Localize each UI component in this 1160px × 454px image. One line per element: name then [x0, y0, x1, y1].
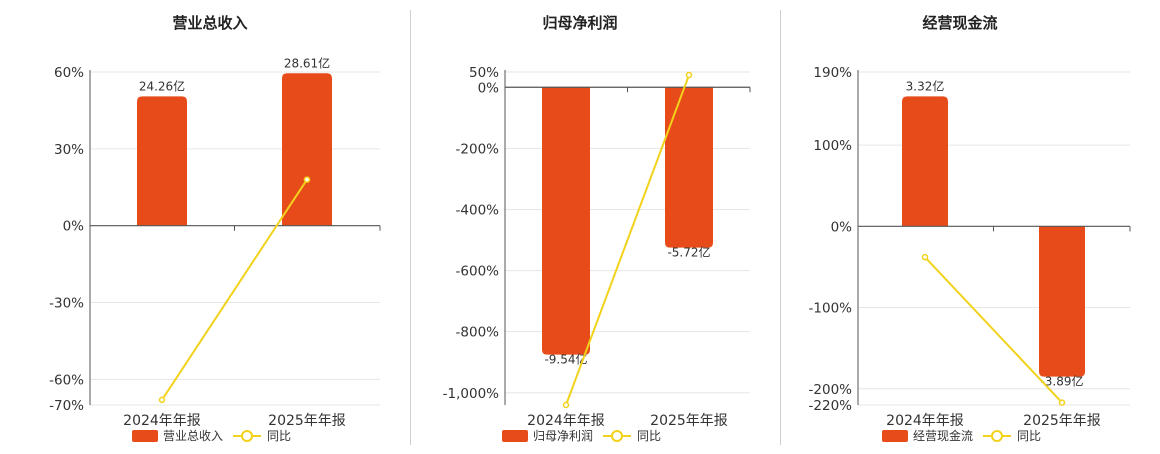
y-tick-label: -200%: [809, 382, 853, 398]
bar-value-label: 3.32亿: [906, 78, 945, 93]
x-category-label: 2025年年报: [650, 413, 728, 429]
legend-line-marker: [611, 430, 623, 442]
yoy-point: [685, 71, 693, 79]
y-tick-label: 100%: [813, 138, 852, 154]
chart-1: 营业总收入 60% 30% 0% -30% -60% -70% 24.26亿 28.61亿 202…: [49, 14, 381, 443]
yoy-point: [562, 401, 570, 409]
x-category-label: 2025年年报: [268, 413, 346, 429]
legend-line-marker: [241, 430, 253, 442]
legend-line-label: 同比: [267, 429, 291, 443]
bar-value-label: -5.72亿: [667, 245, 710, 260]
y-tick-label: -30%: [49, 296, 84, 312]
x-category-label: 2024年年报: [123, 413, 201, 429]
y-tick-label: 0%: [831, 219, 853, 235]
yoy-point: [158, 396, 166, 404]
chart-3: 经营现金流 190% 100% 0% -100% -200%-220% 3.32亿 -3.89…: [809, 14, 1131, 443]
yoy-line: [565, 74, 690, 406]
bar: [137, 96, 187, 226]
y-tick-label: -100%: [809, 301, 853, 317]
y-tick-label: 0%: [478, 80, 500, 96]
y-tick-label: -200%: [456, 141, 500, 157]
bar: [665, 87, 713, 248]
x-category-label: 2024年年报: [886, 413, 964, 429]
y-tick-label: -400%: [456, 202, 500, 218]
x-category-label: 2024年年报: [527, 413, 605, 429]
chart-title: 归母净利润: [542, 14, 617, 32]
y-tick-label: 190%: [813, 65, 852, 81]
y-tick-label: -60%: [49, 372, 84, 388]
y-tick-label: 50%: [469, 65, 499, 81]
legend-bar-swatch: [132, 430, 158, 442]
bar: [902, 96, 948, 227]
bar-value-label: 28.61亿: [284, 55, 330, 70]
panel-divider: [410, 10, 411, 445]
yoy-point: [1058, 399, 1066, 406]
legend-line-marker: [991, 430, 1003, 442]
y-tick-label: -1,000%: [443, 386, 500, 402]
y-tick-label: -70%: [49, 398, 84, 414]
legend-bar-label: 归母净利润: [533, 429, 593, 443]
legend-line-label: 同比: [637, 429, 661, 443]
y-tick-label: -600%: [456, 264, 500, 280]
bar-value-label: -3.89亿: [1040, 374, 1083, 389]
y-tick-label: -800%: [456, 325, 500, 341]
legend-bar-label: 经营现金流: [913, 428, 973, 443]
yoy-line: [924, 256, 1063, 404]
bar-value-label: 24.26亿: [139, 78, 185, 93]
y-tick-label: 0%: [63, 219, 85, 235]
chart-2: 归母净利润 50%0% -200% -400% -600% -800% -1,000% -9.…: [443, 14, 751, 443]
bar: [542, 87, 590, 355]
legend-bar-label: 营业总收入: [163, 429, 223, 443]
chart-title: 经营现金流: [922, 14, 997, 32]
legend-bar-swatch: [882, 430, 908, 442]
yoy-point: [921, 253, 929, 261]
legend-bar-swatch: [502, 430, 528, 442]
x-category-label: 2025年年报: [1023, 413, 1101, 429]
y-tick-label: 60%: [54, 65, 84, 81]
bar: [282, 73, 332, 226]
bar: [1039, 226, 1085, 377]
yoy-line: [161, 179, 308, 401]
y-tick-label: -220%: [809, 398, 853, 414]
legend-line-label: 同比: [1017, 429, 1041, 443]
chart-title: 营业总收入: [172, 14, 247, 32]
y-tick-label: 30%: [54, 142, 84, 158]
yoy-point: [303, 176, 311, 183]
bar-value-label: -9.54亿: [544, 352, 587, 367]
panel-divider: [780, 10, 781, 445]
